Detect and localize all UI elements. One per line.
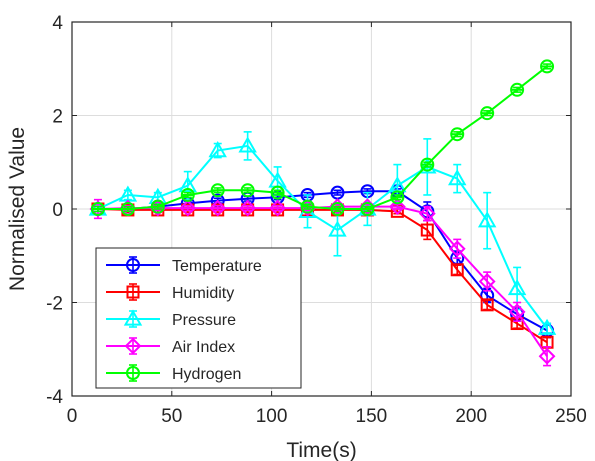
data-point [418, 157, 437, 174]
data-point [238, 136, 257, 153]
data-point [450, 263, 464, 277]
x-tick-label: 150 [356, 406, 388, 427]
data-point [239, 199, 257, 217]
data-point [508, 303, 526, 321]
axis-ticks: 0 50 100 150 200 250 -4 -2 0 2 4 [46, 13, 587, 427]
data-point [480, 298, 494, 312]
data-point [538, 347, 556, 365]
x-tick-label: 50 [161, 406, 182, 427]
series-line [97, 144, 548, 329]
x-tick-label: 0 [67, 406, 78, 427]
data-point [420, 223, 434, 237]
legend-entry: Air Index [106, 337, 235, 356]
legend-label: Temperature [172, 258, 262, 275]
series-line [97, 65, 548, 210]
x-tick-label: 250 [555, 406, 587, 427]
data-point [448, 240, 466, 258]
y-tick-label: 0 [52, 200, 63, 221]
data-point [328, 220, 347, 237]
y-tick-label: 2 [52, 107, 63, 128]
data-point [178, 176, 197, 193]
y-tick-label: -4 [46, 387, 63, 408]
x-axis-label: Time(s) [286, 439, 356, 461]
legend-entry: Humidity [106, 283, 234, 302]
legend-entry: Hydrogen [106, 364, 241, 383]
series-line [97, 190, 548, 332]
legend-marker [124, 337, 142, 355]
legend-marker [126, 285, 140, 299]
data-point [448, 169, 467, 186]
legend-label: Pressure [172, 312, 236, 329]
legend-label: Hydrogen [172, 366, 241, 383]
legend-label: Humidity [172, 285, 234, 302]
data-point [537, 318, 557, 335]
series-hydrogen [90, 59, 555, 216]
y-tick-label: -2 [46, 294, 63, 315]
legend-entry: Pressure [106, 309, 236, 329]
data-point [388, 198, 406, 216]
x-tick-label: 200 [455, 406, 487, 427]
data-point [477, 211, 497, 228]
data-point [148, 187, 168, 204]
legend-entry: Temperature [106, 256, 262, 275]
legend-marker [123, 309, 143, 326]
x-tick-label: 100 [256, 406, 288, 427]
data-point [507, 278, 527, 296]
data-point [418, 205, 436, 223]
y-axis-label: Normalised Value [6, 127, 29, 291]
data-point [209, 199, 227, 217]
series-line [97, 208, 548, 344]
legend-label: Air Index [172, 339, 235, 356]
legend-marker [126, 258, 140, 272]
plot-series [88, 59, 557, 367]
data-point [208, 141, 227, 158]
data-point [269, 199, 287, 217]
data-point [179, 199, 197, 217]
y-tick-label: 4 [52, 13, 63, 34]
data-point [478, 273, 496, 290]
legend: Temperature Humidity Pressure Air Index Hydr… [95, 247, 302, 389]
